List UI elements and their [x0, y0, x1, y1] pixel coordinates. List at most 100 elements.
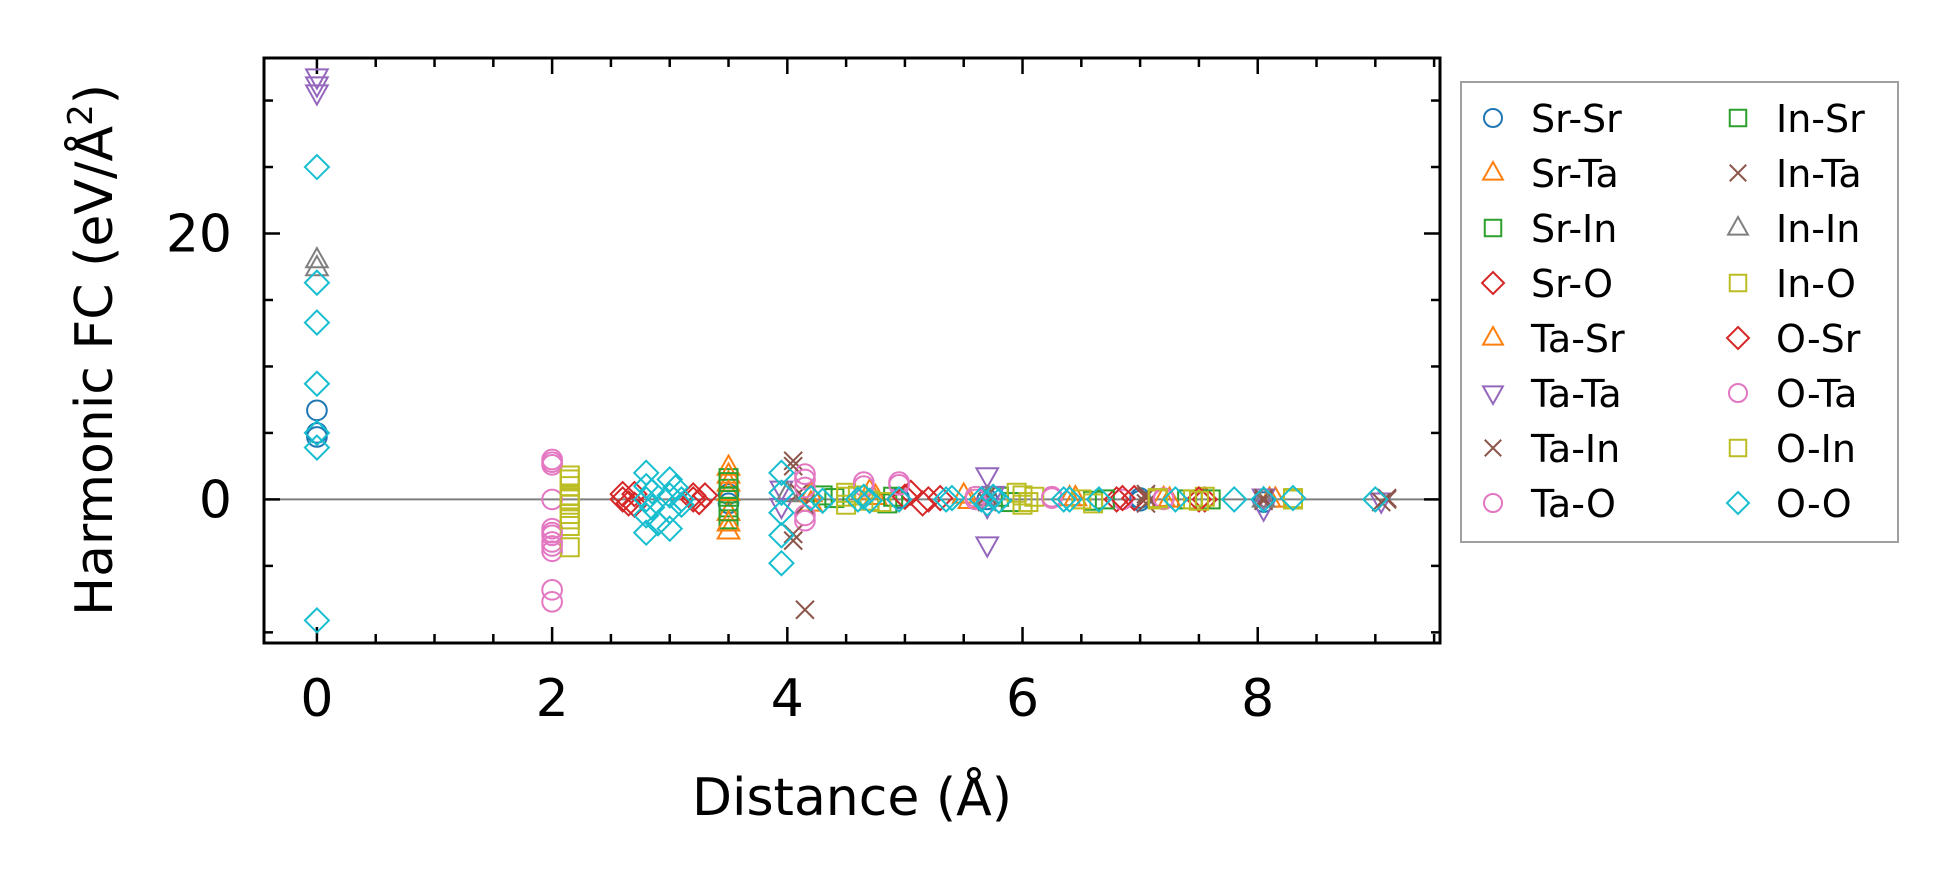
- data-point: [1085, 485, 1113, 513]
- legend-label: Sr-In: [1531, 207, 1617, 251]
- data-point: [1024, 486, 1045, 507]
- y-axis-label: Harmonic FC (eV/Å2): [61, 84, 125, 616]
- data-point: [303, 370, 331, 398]
- data-point: [1183, 489, 1204, 510]
- legend-item: Ta-In: [1484, 427, 1620, 471]
- data-point: [1094, 489, 1115, 510]
- data-point: [1109, 484, 1136, 512]
- data-point: [1283, 488, 1303, 509]
- data-point: [1361, 485, 1389, 513]
- data-point: [891, 483, 919, 511]
- data-point: [844, 485, 872, 513]
- plot-area: [262, 56, 1442, 645]
- data-point: [932, 485, 960, 513]
- legend-marker: [1484, 439, 1502, 457]
- legend-item: In-In: [1726, 207, 1860, 251]
- legend-label: O-Ta: [1776, 372, 1857, 416]
- data-point: [985, 487, 1013, 515]
- data-point: [541, 590, 563, 613]
- y-tick-labels: 0 20: [166, 205, 232, 531]
- legend-marker: [1728, 438, 1748, 458]
- data-point: [794, 463, 816, 485]
- data-point: [559, 516, 580, 536]
- data-point: [303, 153, 331, 181]
- data-point: [638, 478, 666, 505]
- legend-item: Sr-Ta: [1481, 152, 1619, 196]
- legend-marker: [1482, 492, 1504, 514]
- y-axis-label-end: ): [65, 84, 125, 104]
- data-point: [304, 84, 330, 107]
- data-point: [856, 487, 884, 515]
- data-point: [1041, 487, 1063, 509]
- data-point: [559, 465, 580, 486]
- legend-item: O-In: [1728, 427, 1856, 471]
- data-point: [979, 483, 1007, 511]
- data-point: [306, 399, 328, 422]
- data-point: [632, 519, 660, 547]
- data-point: [632, 485, 660, 513]
- x-tick-labels: 0 2 4 6 8: [300, 669, 1274, 729]
- x-tick-label: 8: [1241, 669, 1274, 729]
- data-point: [1279, 484, 1307, 512]
- axis-ticks: [264, 58, 1440, 643]
- data-point: [768, 459, 795, 487]
- legend-label: O-Sr: [1776, 317, 1861, 361]
- data-point: [541, 540, 563, 563]
- legend-item: O-Sr: [1725, 317, 1861, 361]
- data-point: [668, 491, 695, 519]
- legend-label: Sr-Ta: [1531, 152, 1619, 196]
- data-point: [303, 309, 331, 336]
- data-point: [836, 486, 857, 507]
- data-point: [973, 489, 1001, 517]
- data-point: [794, 468, 816, 491]
- legend-label: O-In: [1776, 427, 1856, 471]
- data-point: [967, 485, 995, 513]
- legend-frame: [1460, 81, 1899, 543]
- data-point: [668, 485, 695, 513]
- data-point: [718, 486, 739, 507]
- y-axis-label-superscript: 2: [61, 104, 101, 126]
- legend-marker: [1480, 270, 1506, 296]
- data-point: [824, 488, 845, 509]
- legend-label: In-O: [1776, 262, 1856, 306]
- data-point: [1012, 485, 1033, 506]
- data-point: [768, 521, 795, 549]
- data-point: [303, 606, 331, 634]
- x-tick-label: 4: [771, 669, 804, 729]
- legend-item: Sr-Sr: [1482, 97, 1622, 141]
- data-point: [559, 509, 580, 530]
- data-point: [304, 246, 330, 269]
- legend-marker: [1729, 164, 1747, 182]
- data-point: [559, 469, 580, 490]
- data-point: [1371, 492, 1391, 512]
- data-markers: [303, 68, 1397, 634]
- y-axis-label-main: Harmonic FC (eV/Å: [63, 125, 125, 616]
- legend-label: O-O: [1776, 482, 1852, 526]
- legend-marker: [1728, 273, 1748, 293]
- y-tick-label: 20: [166, 205, 232, 265]
- data-point: [783, 530, 803, 551]
- legend-marker: [1481, 159, 1505, 181]
- data-point: [541, 535, 563, 557]
- legend-marker: [1481, 324, 1505, 346]
- data-point: [303, 269, 331, 297]
- legend-items: Sr-Sr Sr-Ta Sr-In Sr-O Ta-Sr Ta-Ta Ta-In Ta-O In…: [1480, 97, 1865, 526]
- legend-label: In-Ta: [1776, 152, 1862, 196]
- legend-label: Sr-O: [1531, 262, 1613, 306]
- x-tick-label: 2: [536, 669, 569, 729]
- data-point: [964, 488, 987, 511]
- data-point: [1188, 490, 1209, 511]
- legend-label: Ta-Sr: [1530, 317, 1625, 361]
- data-point: [656, 515, 684, 543]
- y-tick-label: 0: [199, 470, 232, 530]
- data-point: [1220, 485, 1248, 513]
- legend-label: In-Sr: [1776, 97, 1865, 141]
- legend-marker: [1481, 385, 1505, 407]
- data-point: [1250, 485, 1278, 513]
- data-point: [718, 472, 739, 493]
- data-point: [559, 489, 580, 510]
- data-point: [795, 600, 815, 620]
- legend-item: In-Sr: [1728, 97, 1865, 141]
- data-point: [1251, 485, 1277, 508]
